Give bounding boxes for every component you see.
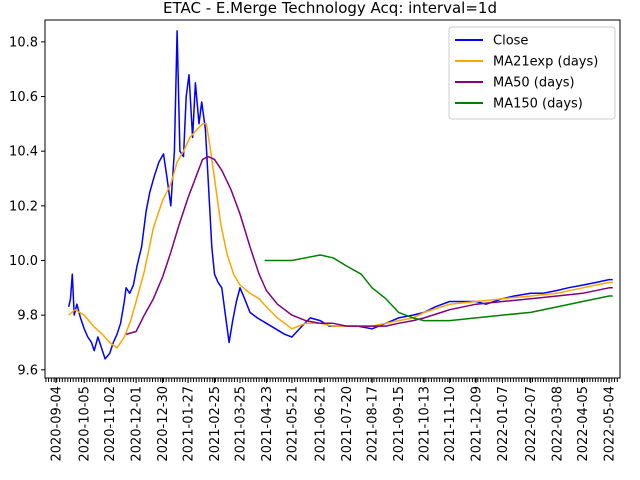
x-tick-label: 2021-11-10 xyxy=(443,386,458,462)
legend-label: MA50 (days) xyxy=(493,76,575,91)
x-tick-label: 2021-09-15 xyxy=(392,386,407,462)
x-tick-label: 2021-05-21 xyxy=(285,386,300,462)
legend-label: Close xyxy=(493,34,528,49)
legend-box xyxy=(448,26,616,120)
axes-layer: 9.6 9.8 10.0 10.2 10.4 10.6 10.8 2020-09-04 2020… xyxy=(9,19,621,462)
x-tick-label: 2020-09-04 xyxy=(49,386,64,462)
y-tick-label: 10.6 xyxy=(9,90,38,105)
series-layer xyxy=(67,30,613,360)
legend: Close MA21exp (days) MA50 (days) MA150 (day… xyxy=(448,26,616,120)
x-tick-label: 2022-03-08 xyxy=(551,386,566,462)
x-tick-label: 2021-10-13 xyxy=(418,386,433,462)
x-tick-label: 2021-06-21 xyxy=(314,386,329,462)
x-tick-label: 2021-12-09 xyxy=(470,386,485,462)
x-tick-label: 2021-02-25 xyxy=(208,386,223,462)
x-tick-label: 2021-07-20 xyxy=(340,386,355,462)
x-tick-label: 2021-01-27 xyxy=(182,386,197,462)
legend-label: MA150 (days) xyxy=(493,97,583,112)
legend-label: MA21exp (days) xyxy=(493,55,598,70)
x-tick-label: 2021-03-25 xyxy=(234,386,249,462)
y-tick-label: 10.8 xyxy=(9,35,38,50)
x-tick-label: 2022-01-07 xyxy=(496,386,511,462)
series-line-ma21exp-days xyxy=(68,123,613,349)
x-tick-label: 2021-04-23 xyxy=(260,386,275,462)
y-tick-label: 9.6 xyxy=(17,363,38,378)
x-tick-label: 2021-08-17 xyxy=(366,386,381,462)
y-tick-label: 10.4 xyxy=(9,145,38,160)
series-line-ma150-days xyxy=(264,254,613,322)
y-tick-label: 10.0 xyxy=(9,254,38,269)
x-tick-label: 2020-12-30 xyxy=(156,386,171,462)
chart-title: ETAC - E.Merge Technology Acq: interval=… xyxy=(163,0,497,17)
series-line-close xyxy=(67,30,613,360)
x-minor-ticks xyxy=(45,378,618,382)
x-tick-label: 2020-11-02 xyxy=(103,386,118,462)
x-tick-label: 2022-02-07 xyxy=(524,386,539,462)
x-tick-label: 2022-05-04 xyxy=(603,386,618,462)
x-tick-label: 2020-12-01 xyxy=(130,386,145,462)
y-tick-label: 10.2 xyxy=(9,199,38,214)
y-tick-label: 9.8 xyxy=(17,309,38,324)
series-line-ma50-days xyxy=(125,155,613,336)
x-tick-label: 2022-04-05 xyxy=(576,386,591,462)
x-tick-label: 2020-10-05 xyxy=(78,386,93,462)
